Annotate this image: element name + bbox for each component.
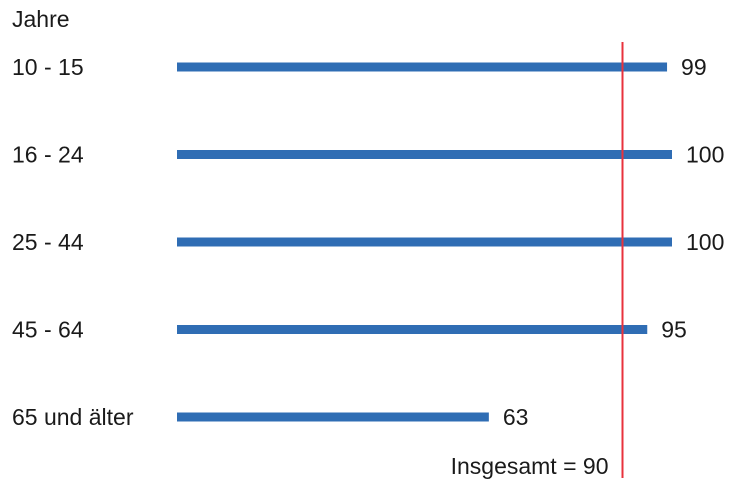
category-label: 10 - 15 — [12, 54, 84, 80]
value-label: 99 — [681, 54, 707, 80]
bar-row: 16 - 24 100 — [12, 142, 724, 168]
reference-line-label: Insgesamt = 90 — [451, 453, 609, 479]
bars-layer: 10 - 15 99 16 - 24 100 25 - 44 100 45 - 64 95 65… — [12, 54, 724, 430]
bar-row: 45 - 64 95 — [12, 317, 687, 343]
category-label: 25 - 44 — [12, 229, 84, 255]
bar-row: 25 - 44 100 — [12, 229, 724, 255]
category-label: 16 - 24 — [12, 142, 84, 168]
value-label: 95 — [661, 317, 687, 343]
bar-row: 10 - 15 99 — [12, 54, 707, 80]
category-axis-title: Jahre — [12, 6, 70, 32]
bar-row: 65 und älter 63 — [12, 404, 528, 430]
bar — [177, 62, 668, 72]
bar — [177, 150, 672, 159]
bar — [177, 325, 648, 334]
bar — [177, 412, 489, 422]
value-label: 100 — [686, 142, 724, 168]
category-label: 45 - 64 — [12, 317, 84, 343]
category-label: 65 und älter — [12, 404, 134, 430]
value-label: 63 — [503, 404, 529, 430]
bar — [177, 237, 672, 247]
value-label: 100 — [686, 229, 724, 255]
